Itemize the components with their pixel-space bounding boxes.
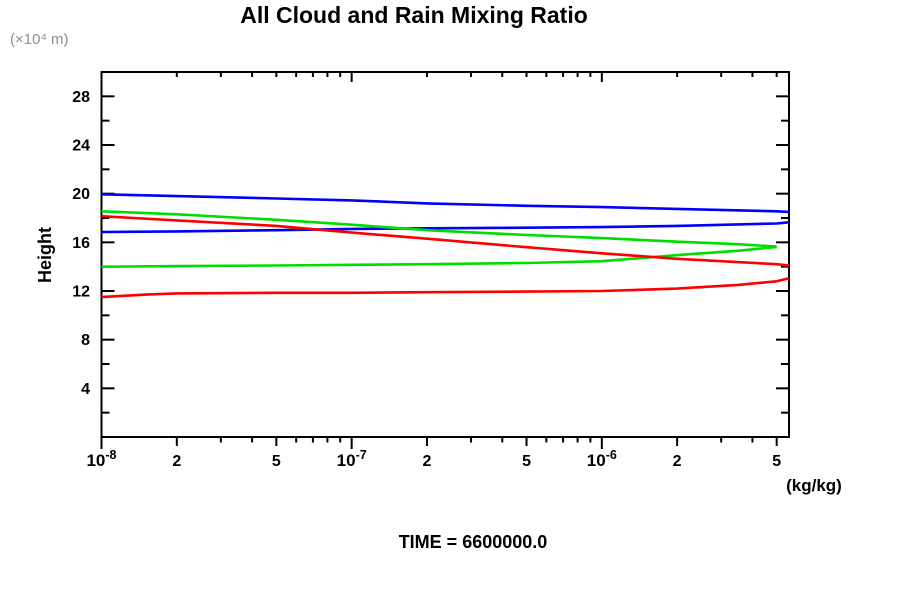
x-minor-tick-label: 2 (673, 453, 682, 470)
x-minor-tick-label: 5 (272, 453, 281, 470)
y-tick-label: 8 (81, 332, 90, 349)
y-axis-units-label: (×10⁴ m) (10, 31, 69, 48)
series-blue-upper-branch-line (101, 193, 790, 214)
y-tick-label: 16 (72, 235, 90, 252)
x-minor-tick-label: 2 (423, 453, 432, 470)
y-tick-label: 12 (72, 284, 90, 301)
y-tick-label: 20 (72, 186, 90, 203)
x-decade-label: 10-8 (86, 448, 116, 470)
time-annotation: TIME = 6600000.0 (398, 532, 548, 552)
series-green-lower-branch-line (101, 245, 777, 268)
x-decade-label: 10-7 (337, 448, 367, 470)
x-minor-tick-label: 5 (772, 453, 781, 470)
x-decade-label: 10-6 (587, 448, 617, 470)
x-axis-units-label: (kg/kg) (786, 476, 842, 495)
y-tick-label: 24 (72, 138, 90, 155)
series-green-upper-branch-line (101, 210, 777, 248)
x-minor-tick-label: 2 (172, 453, 181, 470)
chart-title: All Cloud and Rain Mixing Ratio (240, 2, 588, 28)
y-tick-label: 28 (72, 89, 90, 106)
series-blue-lower-branch-line (101, 221, 790, 234)
series-red-lower-branch-line (101, 276, 790, 299)
plot-frame (100, 71, 790, 438)
series-red-upper-branch-line (101, 214, 790, 267)
y-tick-label: 4 (81, 381, 90, 398)
x-minor-tick-label: 5 (522, 453, 531, 470)
